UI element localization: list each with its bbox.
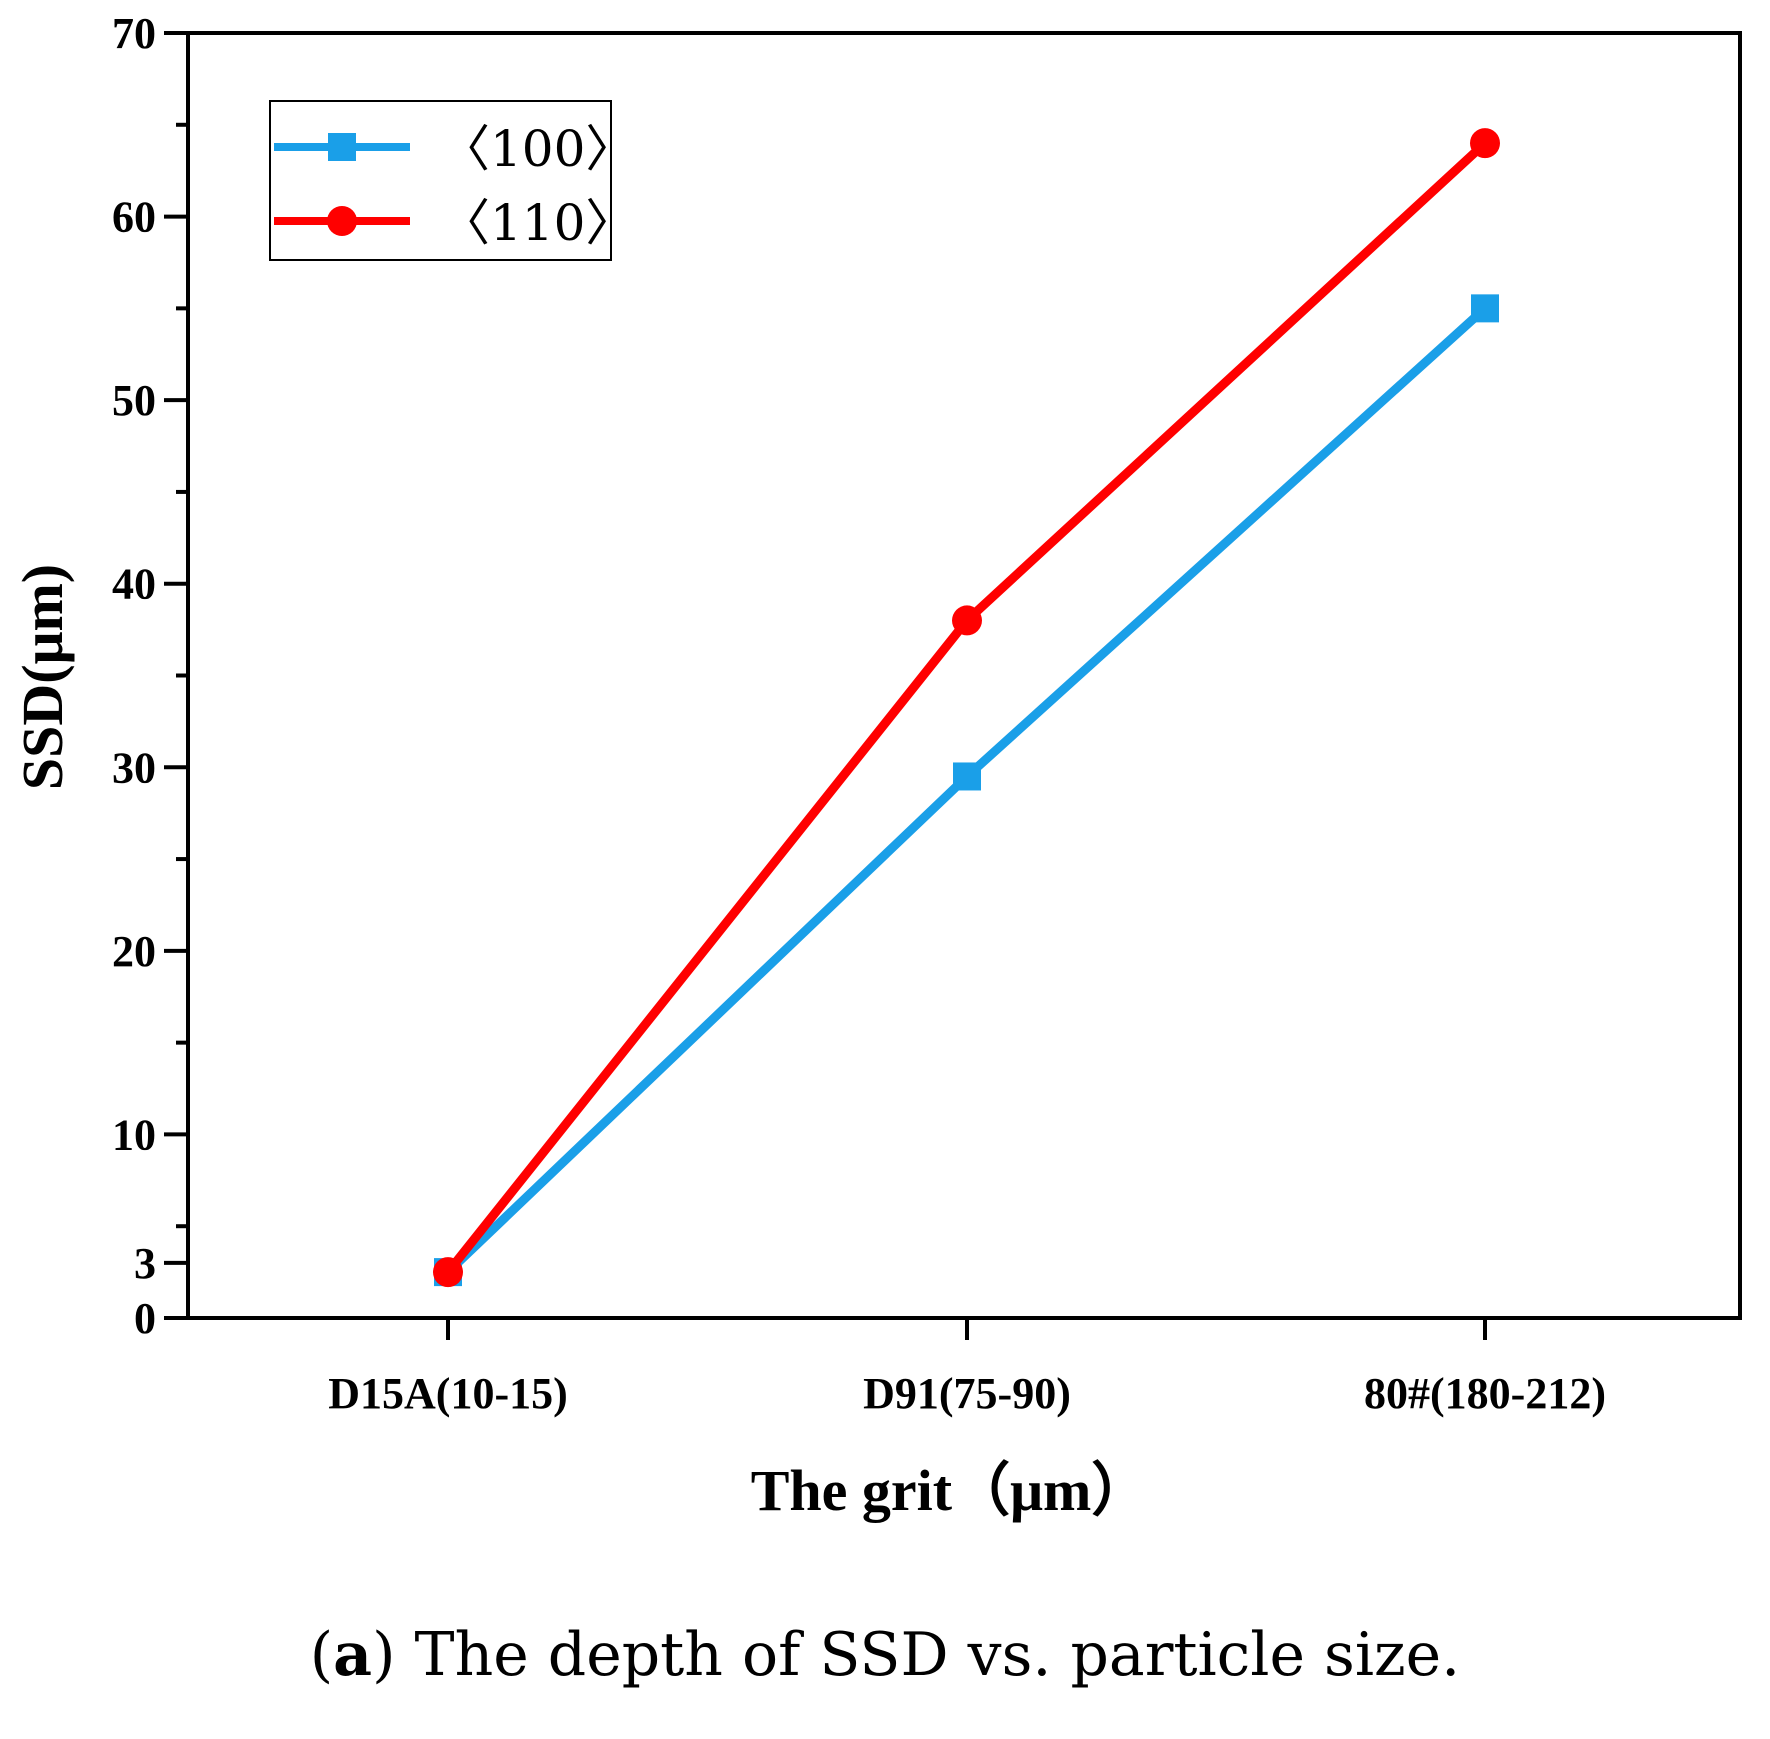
figure-caption: (a) The depth of SSD vs. particle size. (309, 1620, 1461, 1690)
legend-label-100: 〈100〉 (440, 120, 635, 178)
series-layer (433, 128, 1500, 1288)
y-axis: 0 3 10 20 30 40 50 60 70 (112, 9, 188, 1343)
caption-text: The depth of SSD vs. particle size. (395, 1620, 1461, 1690)
y-axis-title: SSD(μm) (10, 564, 75, 790)
data-point-square (1471, 294, 1499, 323)
series-line-1 (444, 139, 1489, 1275)
y-tick-label: 60 (112, 193, 156, 242)
y-tick-label: 70 (112, 9, 156, 58)
legend: 〈100〉 〈110〉 (269, 100, 635, 261)
x-axis-title: The grit（μm） (751, 1458, 1150, 1523)
x-tick-label: D15A(10-15) (328, 1369, 568, 1418)
legend-marker-circle (327, 206, 357, 236)
y-tick-label: 40 (112, 560, 156, 609)
legend-marker-square (328, 133, 356, 161)
y-tick-label: 50 (112, 376, 156, 425)
caption-label: a (333, 1620, 373, 1690)
line-chart: 0 3 10 20 30 40 50 60 70 D15A(10-15) D91(75-90) 80… (10, 9, 1742, 1523)
x-tick-label: 80#(180-212) (1364, 1369, 1606, 1418)
y-tick-label: 20 (112, 927, 156, 976)
legend-label-110: 〈110〉 (440, 194, 635, 252)
y-tick-label: 0 (134, 1294, 156, 1343)
legend-box (269, 100, 612, 261)
y-tick-label: 30 (112, 743, 156, 792)
y-tick-label: 10 (112, 1110, 156, 1159)
x-axis: D15A(10-15) D91(75-90) 80#(180-212) (328, 1318, 1606, 1418)
data-point-circle (952, 605, 982, 636)
data-point-circle (433, 1257, 463, 1288)
data-point-circle (1470, 128, 1500, 159)
y-tick-label: 3 (134, 1239, 156, 1288)
data-point-square (953, 762, 981, 791)
x-tick-label: D91(75-90) (863, 1369, 1071, 1418)
